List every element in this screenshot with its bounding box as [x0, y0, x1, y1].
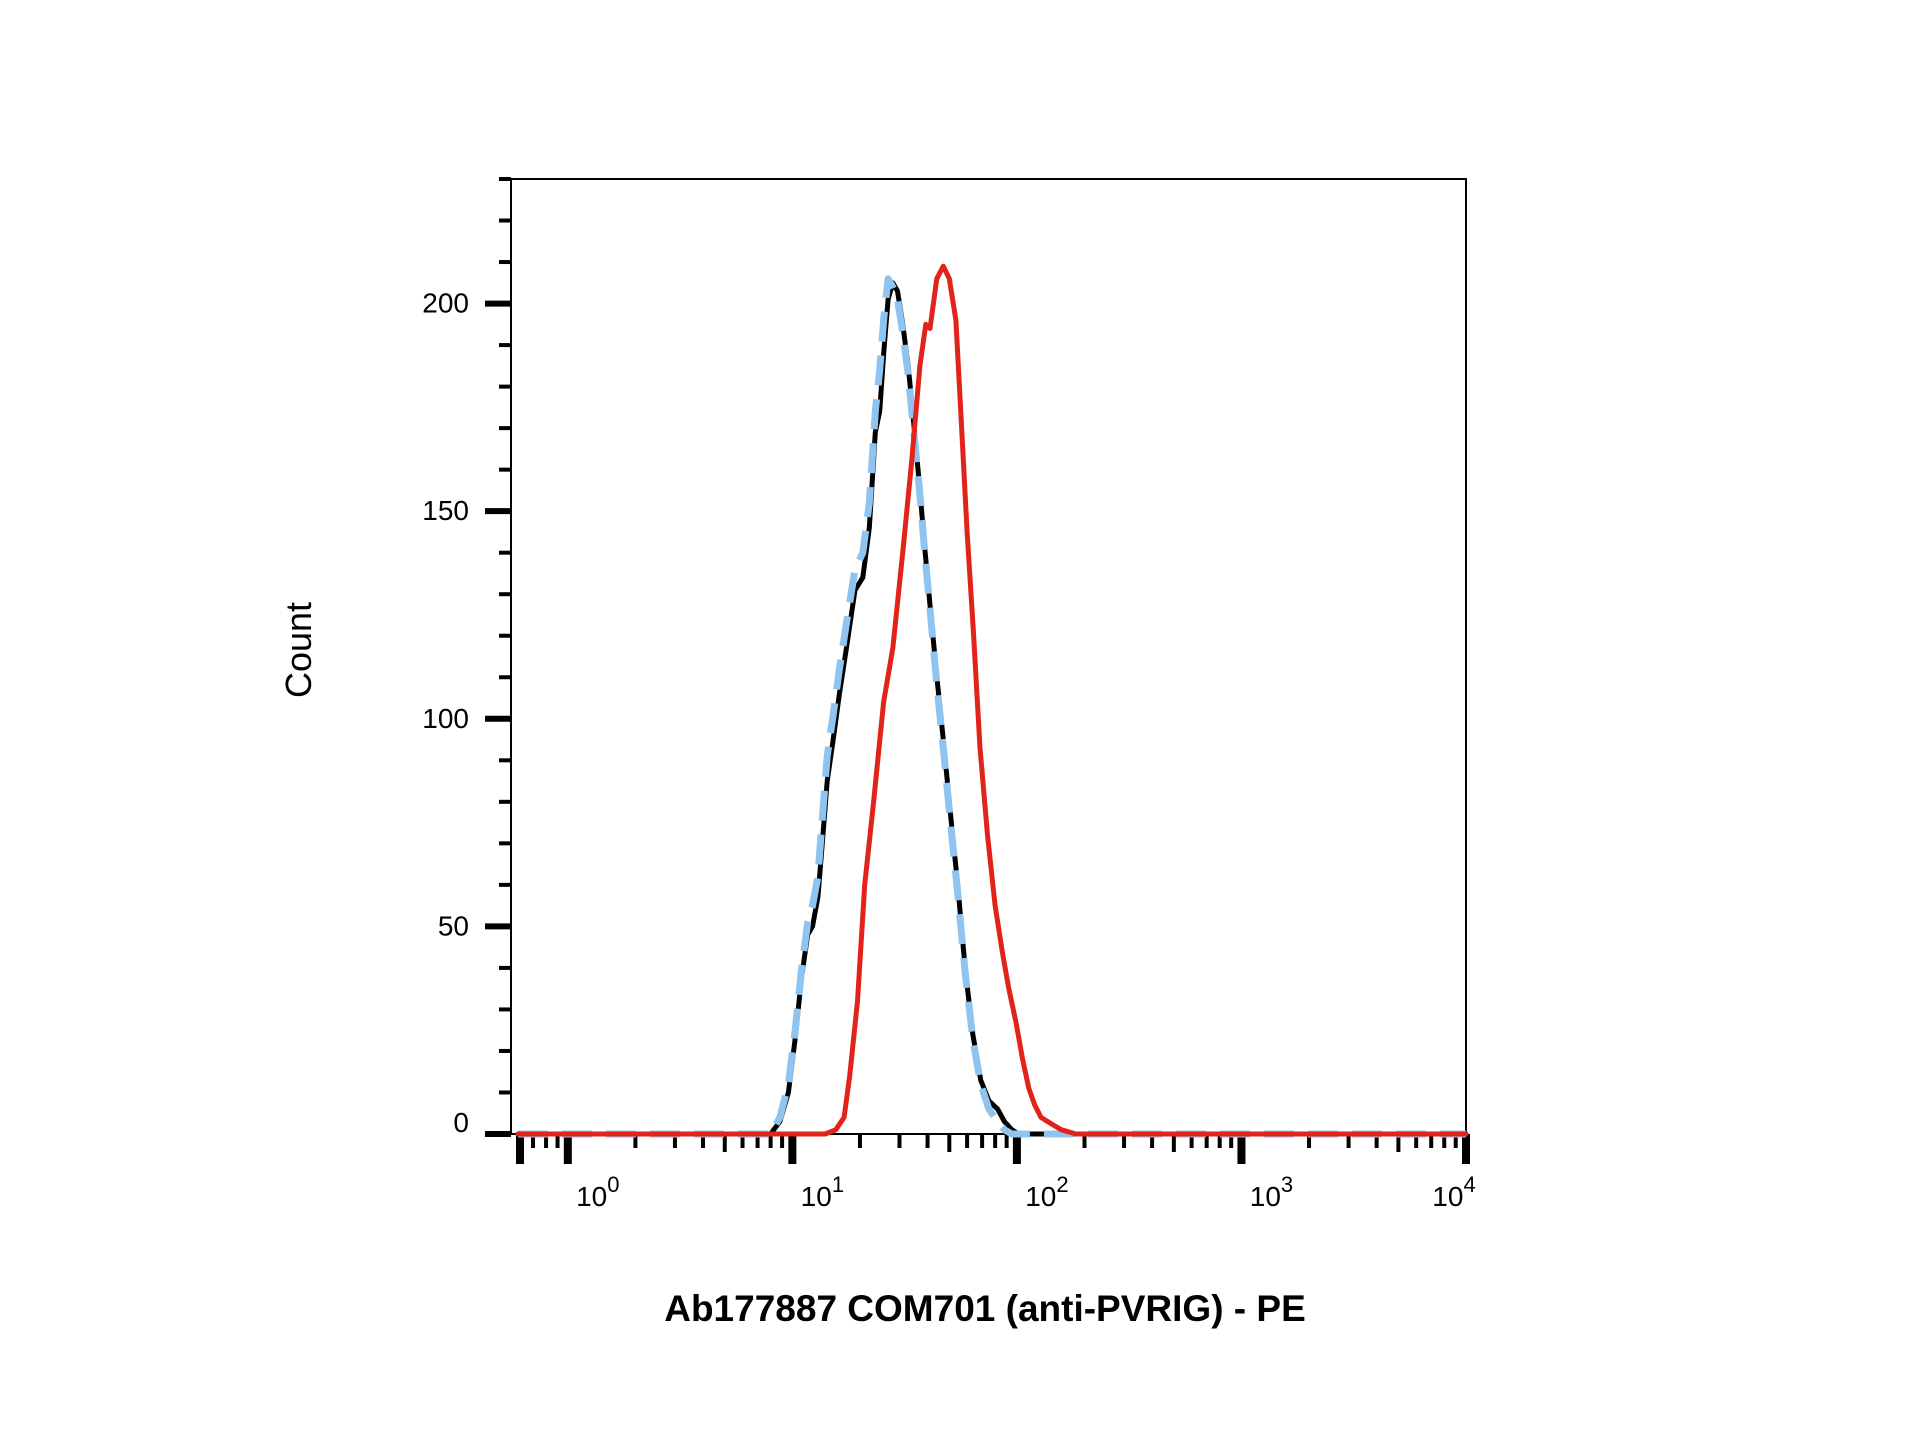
- x-axis-title: Ab177887 COM701 (anti-PVRIG) - PE: [664, 1288, 1306, 1329]
- x-tick-label: 102: [1025, 1172, 1068, 1212]
- y-tick-label: 150: [422, 495, 469, 526]
- x-axis-ticks: [516, 1134, 1470, 1164]
- y-axis-ticks: [485, 177, 511, 1137]
- plot-frame: [510, 178, 1467, 1135]
- y-tick-label: 100: [422, 703, 469, 734]
- x-tick-label: 103: [1250, 1172, 1293, 1212]
- x-axis-tick-labels: 100 101 102 103 104: [576, 1172, 1476, 1212]
- y-axis-title: Count: [278, 602, 319, 698]
- series-layer: [515, 263, 1469, 1138]
- x-tick-label: 100: [576, 1172, 619, 1212]
- y-axis-tick-labels: 0 50 100 150 200: [422, 288, 469, 1138]
- y-tick-label: 50: [438, 910, 469, 941]
- series-line-2: [518, 275, 1466, 1138]
- y-tick-label: 200: [422, 288, 469, 319]
- series-line-3: [515, 263, 1469, 1137]
- y-tick-label: 0: [453, 1107, 469, 1138]
- x-tick-label: 104: [1432, 1172, 1475, 1212]
- x-tick-label: 101: [801, 1172, 844, 1212]
